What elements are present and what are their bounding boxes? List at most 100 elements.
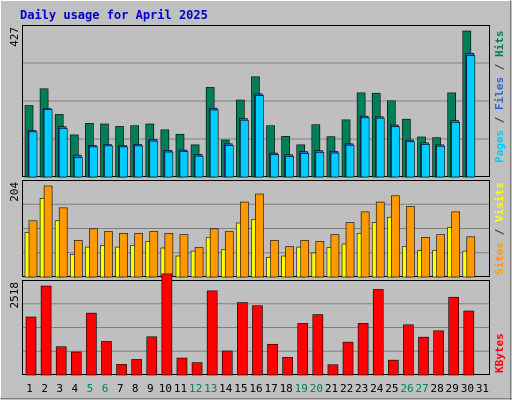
bar-kbytes-day-2 xyxy=(40,285,52,376)
bar-kbytes-day-6 xyxy=(101,341,112,376)
legend-entry: / xyxy=(493,57,506,77)
bar-kbytes-day-24 xyxy=(372,289,384,376)
bar-kbytes-day-20 xyxy=(312,314,324,376)
bar-pages-day-4 xyxy=(73,157,83,178)
bar-sites-day-21 xyxy=(330,234,340,278)
series-kbytes xyxy=(25,273,475,376)
x-axis-labels: 1 2 3 4 5 6 7 8 9 10 11 12 13 14 15 16 17 18 19 20 21 22 23 24 2… xyxy=(26,382,489,395)
x-tick-day-10: 10 xyxy=(159,382,172,395)
x-tick-day-7: 7 xyxy=(117,382,124,395)
x-tick-day-29: 29 xyxy=(446,382,459,395)
bar-pages-day-12 xyxy=(194,155,204,178)
x-tick-day-19: 19 xyxy=(295,382,308,395)
bar-kbytes-day-7 xyxy=(116,364,127,376)
x-tick-day-22: 22 xyxy=(340,382,353,395)
bar-sites-day-22 xyxy=(345,222,355,278)
bar-sites-day-17 xyxy=(270,240,279,278)
bar-pages-day-26 xyxy=(406,141,415,178)
kbytes-panel: 2518 KBytes xyxy=(8,273,506,376)
bar-sites-day-6 xyxy=(104,231,113,278)
bar-kbytes-day-3 xyxy=(55,346,67,376)
bar-kbytes-day-16 xyxy=(252,305,263,376)
x-tick-day-16: 16 xyxy=(249,382,262,395)
legend-kbytes-panel: KBytes xyxy=(493,333,506,373)
x-tick-day-12: 12 xyxy=(189,382,202,395)
bar-kbytes-day-23 xyxy=(357,323,369,376)
x-tick-day-25: 25 xyxy=(385,382,398,395)
x-tick-day-28: 28 xyxy=(431,382,444,395)
bar-kbytes-day-8 xyxy=(131,359,142,376)
x-tick-day-26: 26 xyxy=(400,382,413,395)
bar-pages-day-17 xyxy=(270,154,279,178)
bar-kbytes-day-28 xyxy=(433,330,444,376)
x-tick-day-1: 1 xyxy=(26,382,33,395)
bar-sites-day-1 xyxy=(28,220,38,278)
bar-kbytes-day-9 xyxy=(146,336,158,376)
bar-sites-day-5 xyxy=(89,228,98,278)
bar-pages-day-16 xyxy=(255,95,264,178)
bar-sites-day-12 xyxy=(194,247,204,278)
chart-panels: 427 Pages / Files / Hits 204 Sites / Visits… xyxy=(8,25,506,376)
bar-pages-day-6 xyxy=(104,145,113,178)
bar-pages-day-2 xyxy=(43,109,53,178)
legend-entry: Visits xyxy=(493,182,506,222)
bar-sites-day-4 xyxy=(73,240,83,278)
x-tick-day-2: 2 xyxy=(41,382,48,395)
legend-entry: / xyxy=(493,110,506,130)
bar-sites-day-27 xyxy=(421,236,430,278)
bar-pages-day-20 xyxy=(315,152,325,178)
bar-pages-day-27 xyxy=(421,144,430,178)
bar-kbytes-day-10 xyxy=(161,273,173,376)
x-tick-day-24: 24 xyxy=(370,382,384,395)
bar-kbytes-day-25 xyxy=(388,359,399,376)
bar-sites-day-2 xyxy=(43,185,53,278)
bar-pages-day-15 xyxy=(240,119,249,178)
bar-kbytes-day-4 xyxy=(70,351,82,376)
x-tick-day-8: 8 xyxy=(132,382,139,395)
x-tick-day-14: 14 xyxy=(219,382,233,395)
x-tick-day-31: 31 xyxy=(476,382,489,395)
bar-pages-day-19 xyxy=(300,153,310,178)
y-axis-max-label: 204 xyxy=(8,182,21,202)
bar-pages-day-21 xyxy=(330,152,340,178)
legend-hits-panel: Pages / Files / Hits xyxy=(493,31,506,164)
bar-sites-day-7 xyxy=(119,232,128,278)
bar-pages-day-11 xyxy=(179,151,189,178)
bar-sites-day-26 xyxy=(406,206,415,278)
x-tick-day-11: 11 xyxy=(174,382,187,395)
x-tick-day-4: 4 xyxy=(72,382,79,395)
bar-pages-day-3 xyxy=(58,128,68,178)
bar-kbytes-day-5 xyxy=(86,312,97,376)
legend-entry: KBytes xyxy=(493,333,506,373)
bar-pages-day-14 xyxy=(224,145,234,178)
bar-sites-day-10 xyxy=(164,232,174,278)
bar-sites-day-25 xyxy=(391,195,400,278)
visits-panel: 204 Sites / Visits xyxy=(8,180,506,278)
series-pages xyxy=(28,55,476,178)
bar-kbytes-day-11 xyxy=(176,357,188,376)
x-tick-day-27: 27 xyxy=(415,382,428,395)
bar-sites-day-24 xyxy=(375,201,385,278)
hits-panel: 427 Pages / Files / Hits xyxy=(8,25,506,178)
bar-sites-day-23 xyxy=(360,211,370,278)
legend-entry: Pages xyxy=(493,130,506,163)
bar-pages-day-10 xyxy=(164,151,174,178)
bar-pages-day-28 xyxy=(436,145,445,178)
x-tick-day-23: 23 xyxy=(355,382,368,395)
bar-sites-day-9 xyxy=(149,231,159,278)
bar-kbytes-day-29 xyxy=(448,296,460,376)
bar-pages-day-30 xyxy=(466,55,476,178)
bar-sites-day-30 xyxy=(466,236,476,278)
bar-pages-day-29 xyxy=(451,121,461,178)
bar-sites-day-15 xyxy=(240,201,249,278)
bar-sites-day-16 xyxy=(255,193,264,278)
bar-pages-day-25 xyxy=(391,126,400,178)
bar-pages-day-23 xyxy=(360,117,370,178)
bar-kbytes-day-21 xyxy=(327,364,339,376)
x-tick-day-13: 13 xyxy=(204,382,217,395)
bar-sites-day-20 xyxy=(315,241,325,278)
legend-entry: Files xyxy=(493,77,506,110)
bar-kbytes-day-22 xyxy=(342,341,354,376)
bar-sites-day-19 xyxy=(300,240,310,278)
bar-kbytes-day-27 xyxy=(418,336,429,376)
